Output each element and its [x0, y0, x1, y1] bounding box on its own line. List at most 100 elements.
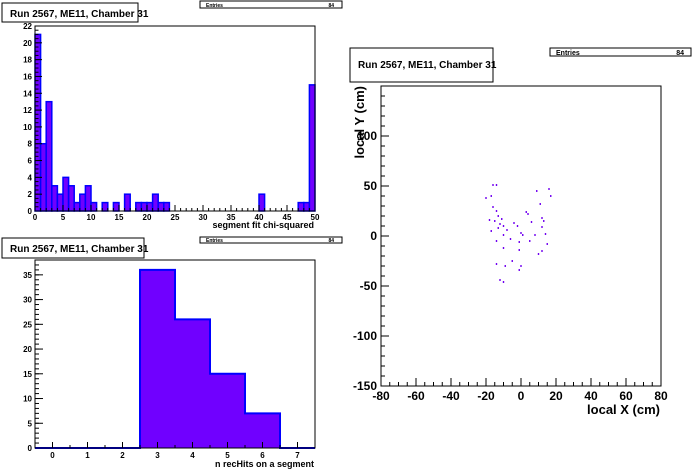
xy-title: Run 2567, ME11, Chamber 31: [358, 60, 497, 71]
chi2-ytick-label: 16: [23, 72, 32, 81]
xy-point: [497, 215, 499, 217]
xy-point: [522, 234, 524, 236]
chi2-ytick-label: 12: [23, 106, 32, 115]
xy-point: [506, 229, 508, 231]
xy-xtick-label: -60: [407, 389, 425, 403]
xy-point: [541, 250, 543, 252]
nhits-title: Run 2567, ME11, Chamber 31: [10, 244, 149, 255]
xy-point: [536, 190, 538, 192]
xy-point: [520, 232, 522, 234]
xy-point: [502, 247, 505, 249]
nhits-xtick-label: 5: [225, 451, 230, 460]
chi2-xtick-label: 25: [171, 213, 180, 222]
nhits-axes: 0 5 10 15 20 25 30 35 0 1 2 3 4 5 6 7: [23, 264, 316, 460]
chi2-xtick-label: 50: [311, 213, 320, 222]
chi2-bars: [34, 33, 316, 212]
nhits-ytick-label: 0: [28, 444, 33, 453]
nhits-bars: [35, 268, 315, 449]
nhits-xtick-label: 3: [155, 451, 160, 460]
xy-point: [499, 279, 501, 281]
xy-point: [530, 221, 533, 223]
nhits-xtick-label: 1: [85, 451, 90, 460]
nhits-ytick-label: 25: [23, 320, 32, 329]
chi2-ytick-label: 2: [28, 190, 33, 199]
xy-point: [518, 249, 520, 251]
nhits-bar: [210, 373, 245, 448]
chi2-bar: [135, 201, 143, 212]
chi2-bar: [146, 201, 154, 212]
chi2-bar: [45, 100, 53, 212]
xy-point: [534, 234, 536, 236]
xy-point: [511, 260, 513, 262]
chi2-ytick-label: 20: [23, 39, 32, 48]
chi2-bar: [62, 176, 70, 212]
xy-point: [509, 238, 512, 240]
chi2-xtick-label: 10: [87, 213, 96, 222]
xy-point: [539, 203, 541, 205]
xy-point: [497, 227, 499, 229]
nhits-title-box: [1, 237, 145, 259]
xy-point: [529, 240, 531, 242]
xy-ytick-label: -50: [360, 279, 378, 293]
xy-point: [495, 240, 498, 242]
xy-xtick-label: 60: [619, 389, 633, 403]
chi2-ytick-label: 22: [23, 22, 32, 31]
nhits-ytick-label: 30: [23, 296, 32, 305]
nhits-xtick-label: 0: [50, 451, 55, 460]
xy-title-box: [349, 47, 494, 83]
nhits-ytick-label: 35: [23, 271, 32, 280]
chi2-stats-value: 84: [328, 3, 334, 9]
xy-xtick-label: 80: [654, 389, 668, 403]
xy-point: [502, 225, 505, 227]
chi2-xtick-label: 40: [255, 213, 264, 222]
chi2-bar: [157, 201, 165, 212]
chi2-bar: [112, 201, 120, 212]
xy-point: [518, 241, 520, 243]
chi2-bar: [51, 185, 59, 212]
xy-ytick-label: -150: [353, 379, 377, 393]
chi2-ytick-label: 10: [23, 123, 32, 132]
nhits-xlabel: n recHits on a segment: [215, 459, 314, 469]
chi2-stats-box: [199, 0, 343, 9]
chi2-bar: [79, 193, 87, 212]
xy-point: [490, 230, 492, 232]
chi2-ytick-label: 4: [28, 173, 33, 182]
xy-point: [501, 218, 503, 220]
chi2-bar: [123, 193, 131, 212]
xy-ylabel: local Y (cm): [352, 86, 367, 159]
xy-point: [495, 263, 498, 265]
xy-point: [490, 195, 492, 197]
chi2-axes: 0 2 4 6 8 10 12 14 16 18 20 22 0 5 10 15 20 25 30 35 40 45 50: [23, 22, 320, 222]
xy-point: [548, 188, 550, 190]
xy-point: [513, 222, 515, 224]
xy-point: [525, 211, 527, 213]
chi2-stats-label: Entries: [206, 3, 223, 9]
chi2-frame: [34, 25, 316, 212]
xy-ytick-label: 0: [370, 229, 377, 243]
panel-xy: Run 2567, ME11, Chamber 31 Entries 84 -1…: [349, 47, 692, 417]
chi2-ytick-label: 14: [23, 89, 32, 98]
xy-xtick-label: -20: [477, 389, 495, 403]
xy-point: [488, 219, 491, 221]
chi2-xtick-label: 45: [283, 213, 292, 222]
xy-point: [504, 265, 506, 267]
chi2-xtick-label: 0: [33, 213, 38, 222]
xy-point: [520, 265, 522, 267]
xy-stats-box: [549, 47, 692, 57]
xy-ytick-label: -100: [353, 329, 377, 343]
xy-stats-label: Entries: [556, 50, 580, 57]
xy-point: [544, 233, 547, 235]
nhits-xtick-label: 7: [295, 451, 300, 460]
xy-ytick-label: 100: [357, 129, 377, 143]
xy-point: [518, 269, 520, 271]
xy-point: [502, 234, 505, 236]
xy-xtick-label: -40: [442, 389, 460, 403]
nhits-stats-value: 84: [328, 238, 334, 244]
nhits-stats-box: [199, 236, 343, 244]
xy-xtick-label: 20: [549, 389, 563, 403]
xy-point: [495, 184, 498, 186]
nhits-ytick-label: 20: [23, 345, 32, 354]
xy-point: [485, 197, 487, 199]
xy-xlabel: local X (cm): [587, 402, 660, 417]
